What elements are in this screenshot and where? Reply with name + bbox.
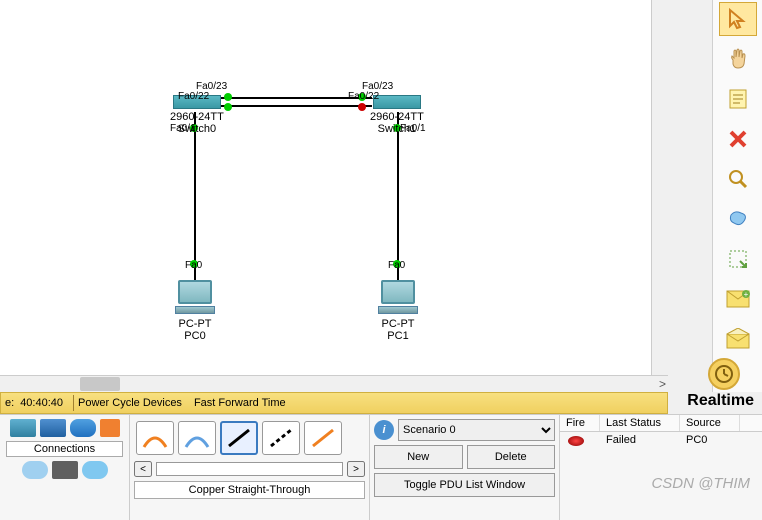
connections-label: Connections [6,441,123,457]
bottom-panel: Connections < > Copper Straight-Through … [0,414,762,520]
switch-icon [373,95,421,109]
selected-cable-name: Copper Straight-Through [134,481,365,499]
tool-select[interactable] [719,2,757,36]
link-switch1-pc1 [397,112,399,282]
device-category-cloud-icon[interactable] [22,461,48,479]
time-bar: e: 40:40:40 Power Cycle Devices Fast For… [0,392,668,414]
scenario-select[interactable]: Scenario 0 [398,419,555,441]
link-switch0-pc0 [194,112,196,282]
col-last-status[interactable]: Last Status [600,415,680,431]
canvas-horizontal-scrollbar[interactable]: > [0,375,668,391]
tool-resize[interactable] [719,242,757,276]
pdu-list-header: Fire Last Status Source [560,415,762,432]
device-category-router-icon[interactable] [10,419,36,437]
tool-place-note[interactable] [719,82,757,116]
pdu-list-panel: Fire Last Status Source Failed PC0 [560,415,762,520]
device-category-multiuser-icon[interactable] [82,461,108,479]
device-switch1[interactable]: Fa0/23 Fa0/22 Fa0/1 2960-24TT Switch1 [370,95,424,135]
link-light [224,103,232,111]
pc-icon [175,280,215,316]
realtime-mode-icon[interactable] [708,358,740,390]
port-label: Fa0/22 [348,91,379,102]
device-pc1[interactable]: Fa0 PC-PT PC1 [378,280,418,342]
delete-scenario-button[interactable]: Delete [467,445,556,469]
scrollbar-right-arrow[interactable]: > [659,377,666,391]
tool-add-simple-pdu[interactable]: + [719,282,757,316]
scenario-panel: i Scenario 0 New Delete Toggle PDU List … [370,415,560,520]
device-type-panel: Connections [0,415,130,520]
port-label: Fa0 [185,260,202,271]
cable-console[interactable] [178,421,216,455]
cable-fiber[interactable] [304,421,342,455]
port-label: Fa0/1 [400,123,426,134]
device-label-name: PC0 [175,330,215,342]
pdu-status: Failed [600,432,680,450]
col-source[interactable]: Source [680,415,740,431]
col-fire[interactable]: Fire [560,415,600,431]
fire-indicator-icon [568,436,584,446]
device-category-hub-icon[interactable] [70,419,96,437]
port-label: Fa0 [388,260,405,271]
device-label-type: PC-PT [175,318,215,330]
fast-forward-button[interactable]: Fast Forward Time [194,397,286,409]
mode-label[interactable]: Realtime [687,392,754,410]
cable-scroll-right[interactable]: > [347,461,365,477]
device-category-custom-icon[interactable] [52,461,78,479]
tool-draw-shape[interactable] [719,202,757,236]
tool-delete[interactable] [719,122,757,156]
side-toolbar: + [712,0,762,392]
pdu-row[interactable]: Failed PC0 [560,432,762,450]
device-label-type: PC-PT [378,318,418,330]
device-pc0[interactable]: Fa0 PC-PT PC0 [175,280,215,342]
tool-inspect[interactable] [719,162,757,196]
new-scenario-button[interactable]: New [374,445,463,469]
device-switch0[interactable]: Fa0/23 Fa0/22 Fa0/1 2960-24TT Switch0 [170,95,224,135]
svg-text:+: + [743,290,748,299]
port-label: Fa0/22 [178,91,209,102]
tool-add-complex-pdu[interactable] [719,322,757,356]
device-category-switch-icon[interactable] [40,419,66,437]
tool-move-hand[interactable] [719,42,757,76]
cable-scroll-left[interactable]: < [134,461,152,477]
device-label-model: 2960-24TT [170,111,224,123]
pc-icon [378,280,418,316]
link-switch0-switch1-b [218,105,372,107]
time-value: 40:40:40 [20,397,63,409]
device-category-wireless-icon[interactable] [100,419,120,437]
time-label: e: [5,397,14,409]
topology-canvas[interactable]: Fa0/23 Fa0/22 Fa0/1 2960-24TT Switch0 Fa… [0,0,668,375]
cable-automatic[interactable] [136,421,174,455]
device-label-model: 2960-24TT [370,111,424,123]
cable-panel: < > Copper Straight-Through [130,415,370,520]
pdu-source: PC0 [680,432,740,450]
scrollbar-thumb[interactable] [80,377,120,391]
cable-copper-cross[interactable] [262,421,300,455]
info-icon[interactable]: i [374,420,394,440]
power-cycle-button[interactable]: Power Cycle Devices [78,397,182,409]
cable-copper-straight[interactable] [220,421,258,455]
link-light [224,93,232,101]
port-label: Fa0/1 [170,123,196,134]
cable-scroll-track[interactable] [156,462,343,476]
link-light [358,103,366,111]
device-label-name: PC1 [378,330,418,342]
toggle-pdu-list-button[interactable]: Toggle PDU List Window [374,473,555,497]
